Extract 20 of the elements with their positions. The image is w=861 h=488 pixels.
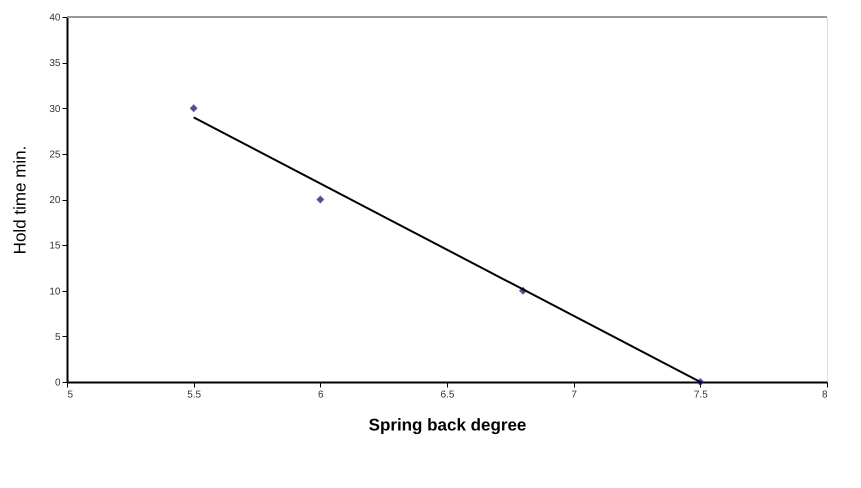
y-tick-label: 35 <box>49 58 61 70</box>
y-tick-label: 15 <box>49 240 61 252</box>
x-tick-label: 5.5 <box>187 390 202 400</box>
x-tick-label: 7.5 <box>694 390 708 400</box>
x-tick-label: 7 <box>571 390 578 400</box>
x-tick-label: 8 <box>822 390 828 400</box>
y-tick-label: 20 <box>49 195 61 206</box>
x-tick-label: 5 <box>68 390 74 400</box>
y-axis-title: Hold time min. <box>10 146 30 254</box>
x-axis-title: Spring back degree <box>368 416 526 434</box>
y-tick-label: 5 <box>54 332 61 343</box>
y-tick-label: 0 <box>54 378 61 388</box>
y-tick-label: 30 <box>49 104 61 115</box>
y-tick-label: 10 <box>49 286 61 298</box>
x-tick-label: 6 <box>318 390 324 400</box>
point <box>316 196 324 204</box>
x-tick-label: 6.5 <box>440 390 455 400</box>
y-tick-label: 40 <box>49 12 61 24</box>
y-tick-label: 25 <box>49 149 61 160</box>
point <box>190 104 198 112</box>
